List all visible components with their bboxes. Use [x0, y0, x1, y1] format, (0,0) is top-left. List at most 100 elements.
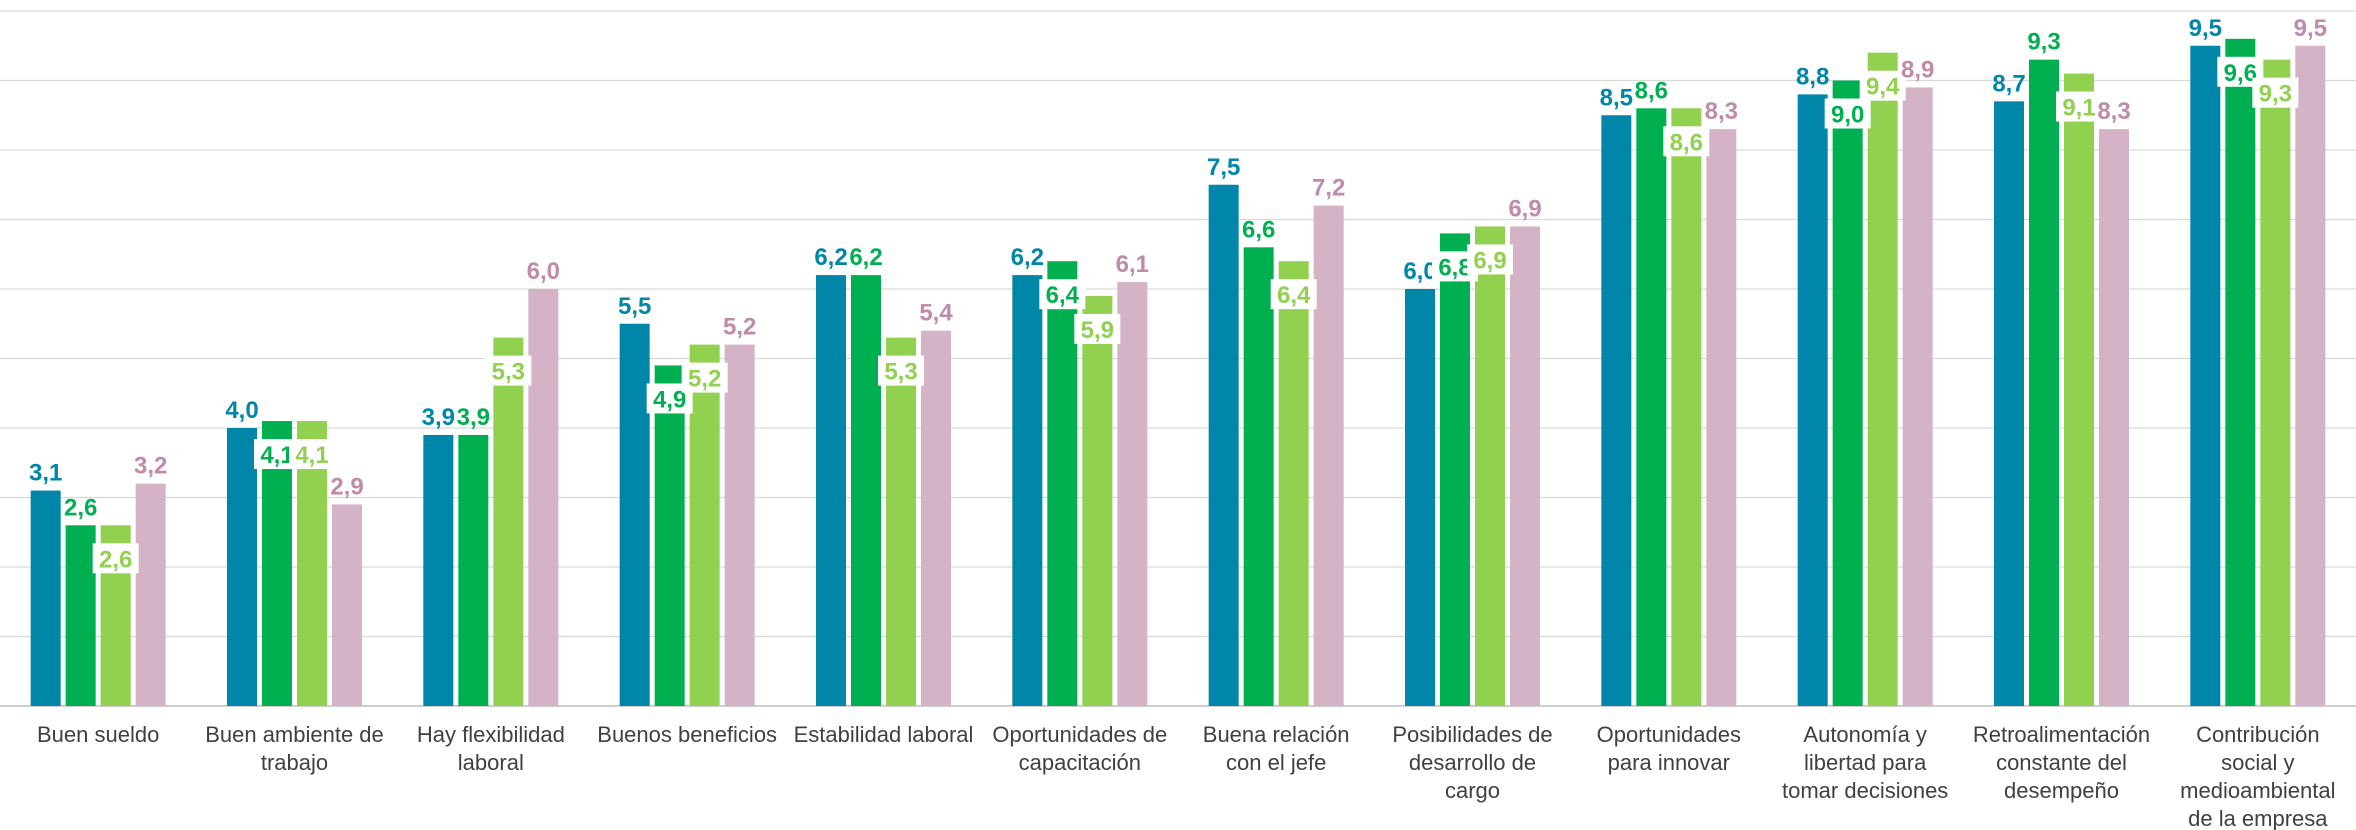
- data-label: 8,6: [1635, 77, 1668, 104]
- bar: [1867, 52, 1898, 706]
- data-label: 9,3: [2259, 81, 2292, 108]
- data-label: 8,3: [2097, 98, 2130, 125]
- data-label: 4,0: [225, 397, 258, 424]
- data-label: 4,9: [653, 386, 686, 413]
- bar: [1510, 226, 1540, 706]
- data-label: 6,9: [1508, 195, 1541, 222]
- bar: [1208, 184, 1239, 706]
- category-label-line: cargo: [1445, 778, 1500, 803]
- data-label: 2,9: [330, 473, 363, 500]
- data-label-bg: [1663, 126, 1710, 157]
- data-label: 9,3: [2027, 29, 2060, 56]
- data-label-bg: [1824, 98, 1871, 129]
- category-label-line: con el jefe: [1226, 750, 1326, 775]
- category-label: Buen ambiente de trabajo: [205, 722, 384, 775]
- bar: [1902, 87, 1933, 706]
- data-label: 2,6: [64, 494, 97, 521]
- data-label: 7,2: [1312, 175, 1345, 202]
- data-label: 5,2: [723, 314, 756, 341]
- data-label: 6,4: [1046, 282, 1080, 309]
- bar: [2225, 38, 2256, 707]
- data-label: 9,0: [1831, 102, 1864, 129]
- data-label: 3,2: [134, 453, 167, 480]
- category-label-line: Contribución: [2196, 722, 2320, 747]
- bar: [1671, 108, 1702, 707]
- category-label: Buena relación con el jefe: [1203, 722, 1350, 775]
- bar: [619, 323, 650, 706]
- data-label: 6,2: [849, 244, 882, 271]
- data-label: 8,9: [1901, 56, 1934, 83]
- data-label: 7,5: [1207, 154, 1240, 181]
- category-labels: Buen sueldo Buen ambiente de trabajo Hay fl…: [37, 722, 2335, 830]
- category-label-line: Autonomía y: [1803, 722, 1927, 747]
- category-label: Oportunidades de capacitación: [992, 722, 1167, 775]
- category-label: Retroalimentación constante del desempeño: [1973, 722, 2150, 803]
- category-label-line: trabajo: [261, 750, 328, 775]
- bar: [851, 275, 881, 706]
- data-label-bg: [1074, 313, 1121, 344]
- data-label-bg: [1039, 279, 1086, 310]
- data-label: 5,3: [492, 359, 525, 386]
- category-label-line: de la empresa: [2188, 806, 2328, 830]
- data-label: 3,9: [422, 404, 455, 431]
- category-label-line: Oportunidades: [1597, 722, 1741, 747]
- data-label: 5,5: [618, 293, 651, 320]
- bar: [1047, 261, 1078, 706]
- data-label: 6,2: [814, 244, 847, 271]
- bar: [1636, 108, 1667, 707]
- bar: [816, 275, 846, 706]
- bar: [227, 428, 257, 706]
- data-label: 8,7: [1992, 70, 2025, 97]
- data-label-bg: [485, 355, 532, 386]
- category-label-line: Buen sueldo: [37, 722, 159, 747]
- category-label-line: desempeño: [2004, 778, 2119, 803]
- data-label-bg: [1859, 70, 1906, 101]
- bar: [1012, 275, 1043, 706]
- data-label: 2,6: [99, 546, 132, 573]
- bar: [2260, 59, 2291, 706]
- data-label: 6,0: [527, 258, 560, 285]
- data-label: 6,4: [1277, 282, 1311, 309]
- category-label-line: capacitación: [1019, 750, 1141, 775]
- data-label: 6,8: [1438, 254, 1471, 281]
- bar: [30, 490, 61, 706]
- data-label: 6,6: [1242, 216, 1275, 243]
- bar: [1405, 289, 1435, 706]
- bar: [1475, 226, 1505, 706]
- data-label-bg: [878, 355, 924, 386]
- bar: [2295, 45, 2326, 706]
- bar: [2064, 73, 2094, 707]
- category-label-line: medioambiental: [2180, 778, 2335, 803]
- bar: [1278, 261, 1309, 706]
- category-label: Buenos beneficios: [597, 722, 777, 747]
- data-label-bg: [2252, 77, 2299, 108]
- data-label-bg: [2056, 91, 2102, 122]
- category-label-line: Retroalimentación: [1973, 722, 2150, 747]
- data-label: 6,0: [1403, 258, 1436, 285]
- category-label-line: Buenos beneficios: [597, 722, 777, 747]
- bar: [423, 434, 454, 706]
- category-label-line: Buena relación: [1203, 722, 1350, 747]
- data-label: 4,1: [260, 442, 293, 469]
- bar: [1994, 101, 2024, 707]
- category-label-line: tomar decisiones: [1782, 778, 1948, 803]
- bar: [2029, 59, 2059, 706]
- category-label-line: desarrollo de: [1409, 750, 1536, 775]
- data-label-bg: [1467, 244, 1513, 275]
- category-label-line: Oportunidades de: [992, 722, 1167, 747]
- category-label: Posibilidades de desarrollo de cargo: [1392, 722, 1552, 803]
- bar: [1440, 233, 1470, 706]
- category-label: Contribución social y medioambiental de la …: [2180, 722, 2335, 830]
- bar: [493, 337, 524, 706]
- data-labels: 3,12,62,63,24,04,1 4,12,93,9 3,95,36,05,54…: [29, 15, 2327, 574]
- data-label: 9,1: [2062, 95, 2095, 122]
- bars: [30, 38, 2326, 707]
- bar: [886, 337, 916, 706]
- bar: [654, 365, 685, 706]
- bar: [1797, 94, 1828, 706]
- data-label: 6,9: [1473, 247, 1506, 274]
- bar: [1832, 80, 1863, 706]
- category-label-line: Estabilidad laboral: [794, 722, 974, 747]
